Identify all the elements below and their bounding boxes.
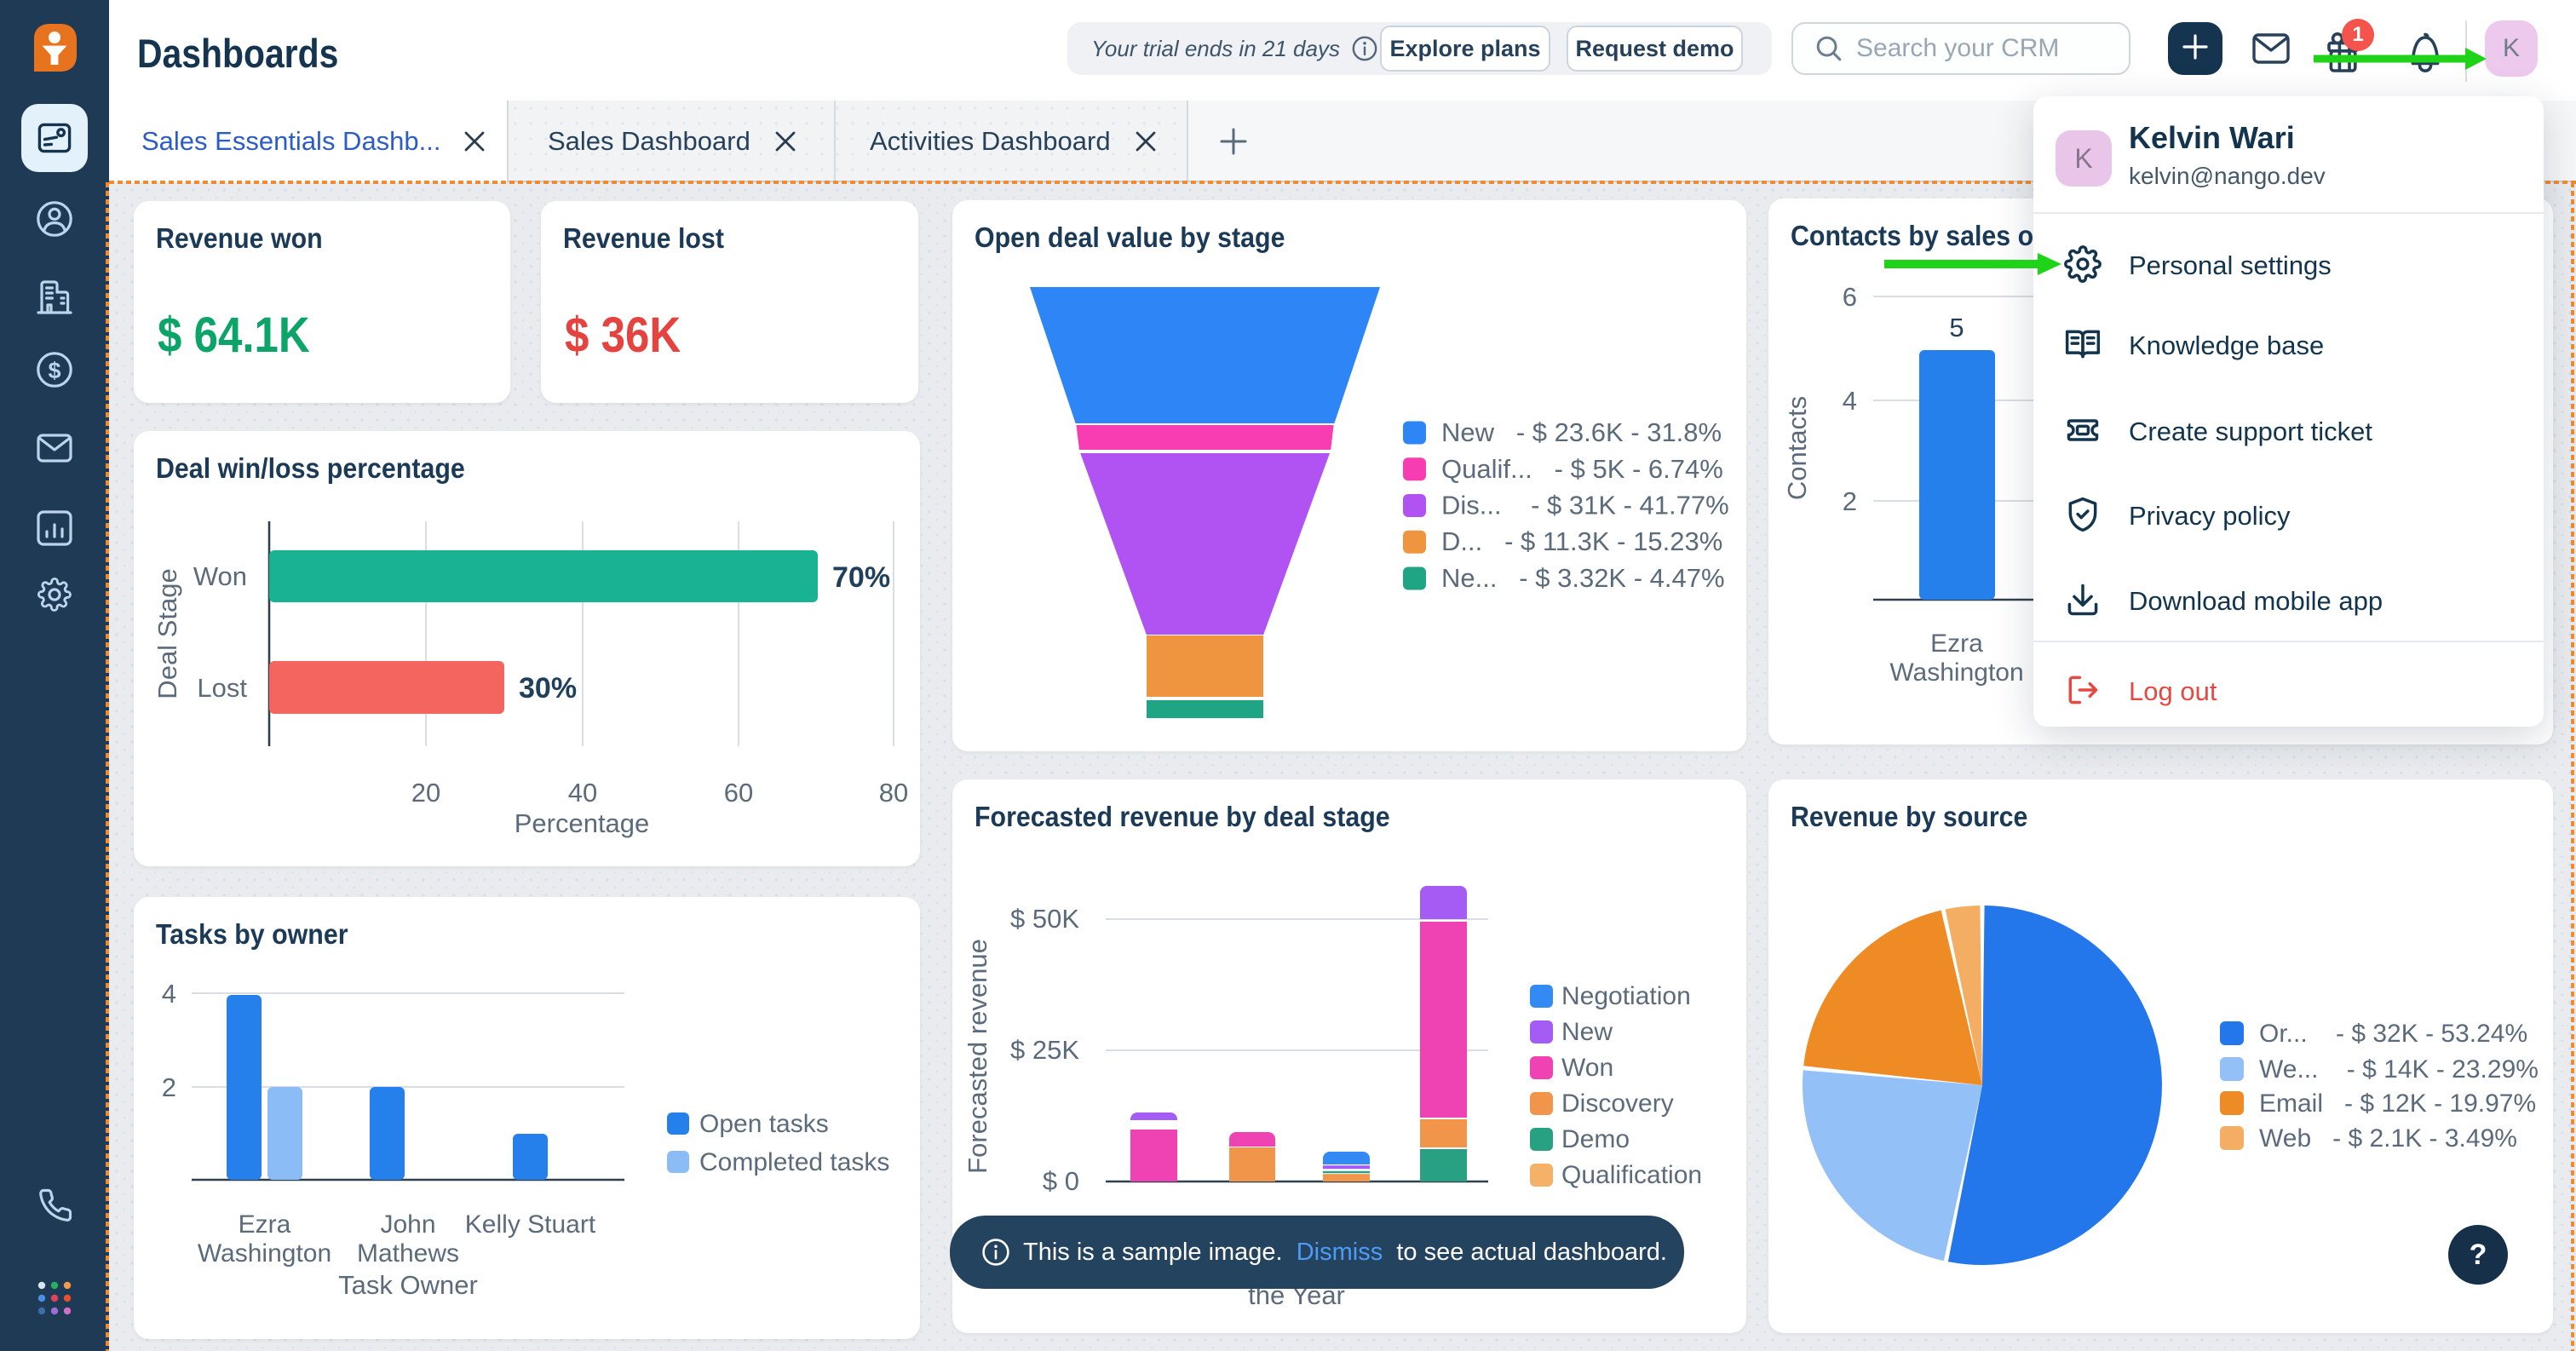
svg-text:Percentage: Percentage — [515, 808, 650, 838]
svg-text:4: 4 — [1843, 386, 1857, 416]
svg-text:Qualif... - $ 5K - 6.74%: Qualif... - $ 5K - 6.74% — [1441, 454, 1723, 484]
svg-text:Ezra: Ezra — [1930, 630, 1983, 658]
svg-text:$ 25K: $ 25K — [1010, 1035, 1079, 1065]
svg-text:Contacts: Contacts — [1782, 396, 1812, 500]
svg-text:2: 2 — [162, 1072, 176, 1102]
svg-text:$ 0: $ 0 — [1043, 1166, 1079, 1196]
svg-text:D... - $ 11.3K - 15.23%: D... - $ 11.3K - 15.23% — [1441, 526, 1722, 556]
svg-text:$ 50K: $ 50K — [1010, 904, 1079, 934]
svg-text:We... - $ 14K - 23.29%: We... - $ 14K - 23.29% — [2259, 1055, 2539, 1084]
svg-text:Task Owner: Task Owner — [338, 1270, 478, 1300]
svg-text:Open tasks: Open tasks — [699, 1110, 829, 1138]
svg-text:Kelly Stuart: Kelly Stuart — [465, 1210, 596, 1239]
svg-text:Washington: Washington — [1889, 658, 2023, 687]
svg-text:Lost: Lost — [197, 673, 247, 703]
svg-text:70%: 70% — [832, 561, 890, 594]
svg-text:Negotiation: Negotiation — [1561, 982, 1691, 1010]
svg-text:20: 20 — [411, 778, 440, 808]
svg-text:New - $ 23.6K - 31.8%: New - $ 23.6K - 31.8% — [1441, 417, 1722, 447]
svg-text:Demo: Demo — [1561, 1125, 1630, 1153]
svg-text:$: $ — [48, 358, 60, 383]
svg-text:Ne... - $ 3.32K - 4.47%: Ne... - $ 3.32K - 4.47% — [1441, 563, 1725, 593]
svg-text:Or... - $ 32K - 53.24%: Or... - $ 32K - 53.24% — [2259, 1020, 2527, 1048]
svg-text:Deal Stage: Deal Stage — [152, 568, 182, 698]
svg-text:Web - $ 2.1K - 3.49%: Web - $ 2.1K - 3.49% — [2259, 1124, 2517, 1153]
svg-text:Completed tasks: Completed tasks — [699, 1148, 889, 1176]
svg-text:Won: Won — [1561, 1054, 1613, 1082]
svg-text:John: John — [380, 1210, 435, 1239]
svg-text:Qualification: Qualification — [1561, 1161, 1702, 1189]
svg-text:30%: 30% — [519, 672, 577, 704]
svg-text:Email - $ 12K - 19.97%: Email - $ 12K - 19.97% — [2259, 1089, 2536, 1118]
svg-text:Mathews: Mathews — [357, 1239, 459, 1268]
svg-text:6: 6 — [1843, 282, 1857, 312]
svg-text:Dis... - $ 31K - 41.77%: Dis... - $ 31K - 41.77% — [1441, 491, 1729, 520]
svg-text:2: 2 — [1843, 486, 1857, 516]
svg-text:Won: Won — [193, 561, 247, 591]
svg-text:40: 40 — [568, 778, 597, 808]
svg-text:60: 60 — [724, 778, 753, 808]
svg-text:Discovery: Discovery — [1561, 1089, 1674, 1118]
svg-text:New: New — [1561, 1018, 1613, 1046]
svg-text:4: 4 — [162, 979, 176, 1009]
svg-text:80: 80 — [879, 778, 908, 808]
svg-text:5: 5 — [1949, 313, 1964, 342]
svg-text:Ezra: Ezra — [239, 1210, 291, 1239]
svg-text:Forecasted revenue: Forecasted revenue — [963, 939, 992, 1174]
svg-text:Washington: Washington — [198, 1239, 331, 1268]
